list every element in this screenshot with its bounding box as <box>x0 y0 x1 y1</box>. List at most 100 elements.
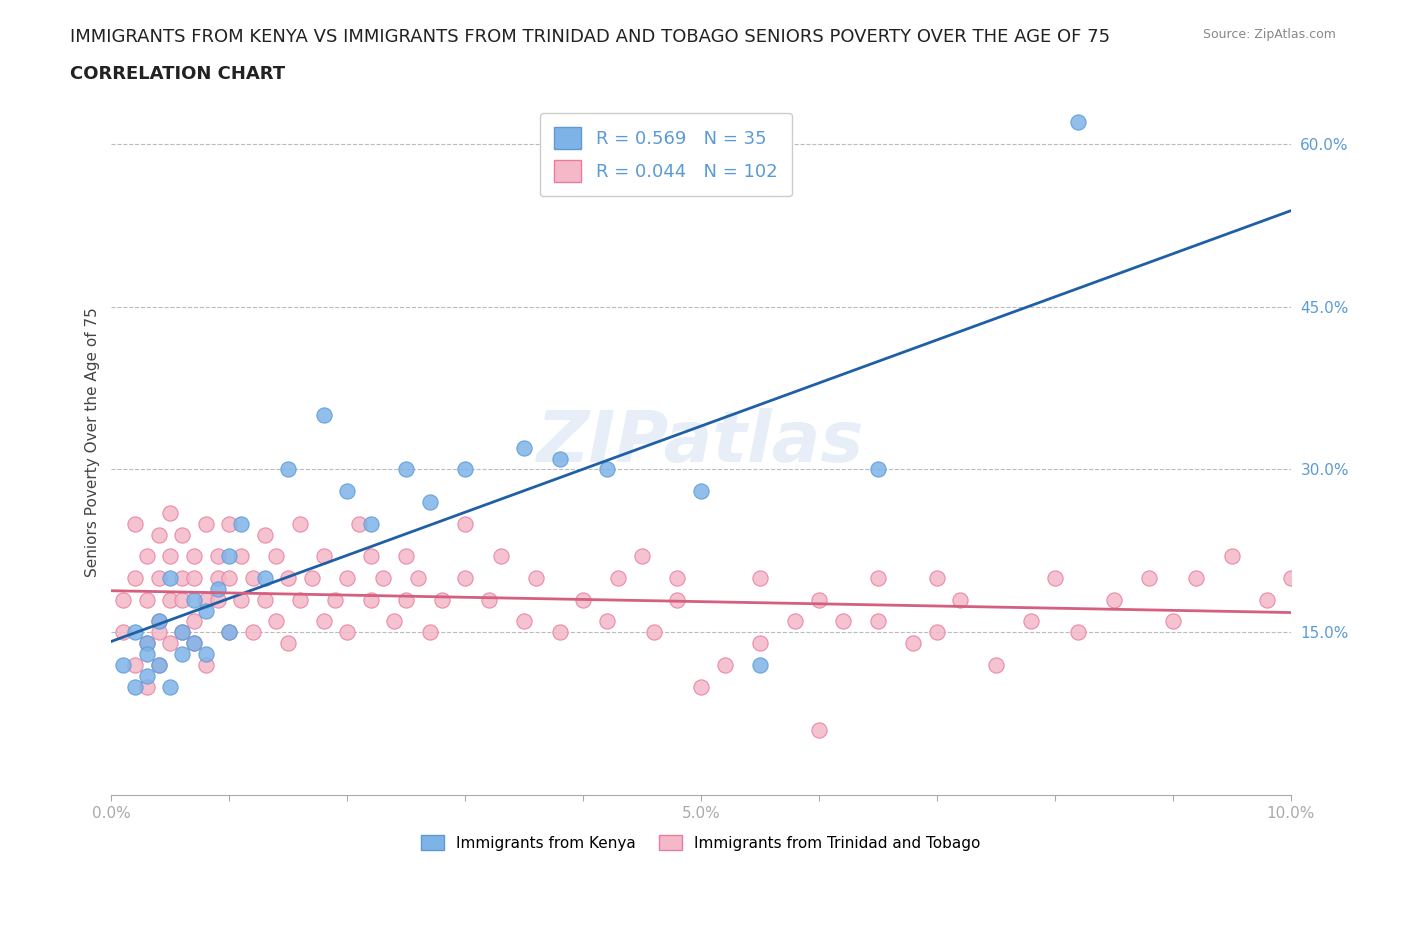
Point <box>112 592 135 607</box>
Point <box>749 636 772 651</box>
Point <box>172 571 194 586</box>
Point <box>513 440 536 455</box>
Point <box>194 604 217 618</box>
Point <box>419 625 441 640</box>
Y-axis label: Seniors Poverty Over the Age of 75: Seniors Poverty Over the Age of 75 <box>86 308 100 578</box>
Point <box>148 625 170 640</box>
Point <box>430 592 453 607</box>
Point <box>124 625 146 640</box>
Point <box>1043 571 1066 586</box>
Point <box>253 527 276 542</box>
Point <box>807 592 830 607</box>
Point <box>666 571 689 586</box>
Point <box>194 516 217 531</box>
Point <box>336 571 359 586</box>
Point <box>749 571 772 586</box>
Point <box>288 516 311 531</box>
Point <box>159 592 181 607</box>
Point <box>395 462 418 477</box>
Point <box>183 614 205 629</box>
Point <box>135 592 157 607</box>
Point <box>301 571 323 586</box>
Point <box>336 625 359 640</box>
Point <box>312 614 335 629</box>
Point <box>489 549 512 564</box>
Point <box>218 625 240 640</box>
Point <box>148 658 170 672</box>
Point <box>183 592 205 607</box>
Point <box>572 592 595 607</box>
Point <box>807 723 830 737</box>
Point <box>194 658 217 672</box>
Point <box>159 571 181 586</box>
Point <box>183 549 205 564</box>
Point <box>207 592 229 607</box>
Point <box>229 516 252 531</box>
Point <box>229 592 252 607</box>
Point <box>360 592 382 607</box>
Point <box>949 592 972 607</box>
Point <box>478 592 501 607</box>
Point <box>454 571 477 586</box>
Point <box>548 625 571 640</box>
Point <box>1019 614 1042 629</box>
Point <box>1137 571 1160 586</box>
Point <box>277 462 299 477</box>
Point <box>866 571 889 586</box>
Point <box>360 549 382 564</box>
Point <box>112 625 135 640</box>
Point <box>395 549 418 564</box>
Point <box>218 571 240 586</box>
Point <box>371 571 394 586</box>
Point <box>194 592 217 607</box>
Point <box>1067 114 1090 129</box>
Point <box>406 571 429 586</box>
Point <box>347 516 370 531</box>
Point <box>159 506 181 521</box>
Point <box>124 516 146 531</box>
Point <box>866 462 889 477</box>
Point <box>172 646 194 661</box>
Point <box>984 658 1007 672</box>
Point <box>666 592 689 607</box>
Point <box>1161 614 1184 629</box>
Point <box>183 636 205 651</box>
Point <box>925 571 948 586</box>
Point <box>172 625 194 640</box>
Point <box>266 614 288 629</box>
Point <box>749 658 772 672</box>
Point <box>325 592 347 607</box>
Point <box>277 636 299 651</box>
Point <box>183 571 205 586</box>
Point <box>1220 549 1243 564</box>
Point <box>253 571 276 586</box>
Point <box>524 571 547 586</box>
Point <box>643 625 665 640</box>
Point <box>207 571 229 586</box>
Point <box>135 669 157 684</box>
Point <box>172 527 194 542</box>
Point <box>288 592 311 607</box>
Point <box>242 625 264 640</box>
Point <box>148 614 170 629</box>
Point <box>218 625 240 640</box>
Point <box>595 614 617 629</box>
Point <box>266 549 288 564</box>
Legend: Immigrants from Kenya, Immigrants from Trinidad and Tobago: Immigrants from Kenya, Immigrants from T… <box>413 827 988 858</box>
Point <box>207 581 229 596</box>
Point <box>866 614 889 629</box>
Point <box>785 614 807 629</box>
Point <box>1185 571 1208 586</box>
Text: Source: ZipAtlas.com: Source: ZipAtlas.com <box>1202 28 1336 41</box>
Point <box>631 549 654 564</box>
Point <box>1256 592 1278 607</box>
Point <box>277 571 299 586</box>
Point <box>135 646 157 661</box>
Point <box>207 549 229 564</box>
Point <box>148 527 170 542</box>
Text: IMMIGRANTS FROM KENYA VS IMMIGRANTS FROM TRINIDAD AND TOBAGO SENIORS POVERTY OVE: IMMIGRANTS FROM KENYA VS IMMIGRANTS FROM… <box>70 28 1111 46</box>
Point <box>112 658 135 672</box>
Point <box>336 484 359 498</box>
Point <box>183 636 205 651</box>
Point <box>135 549 157 564</box>
